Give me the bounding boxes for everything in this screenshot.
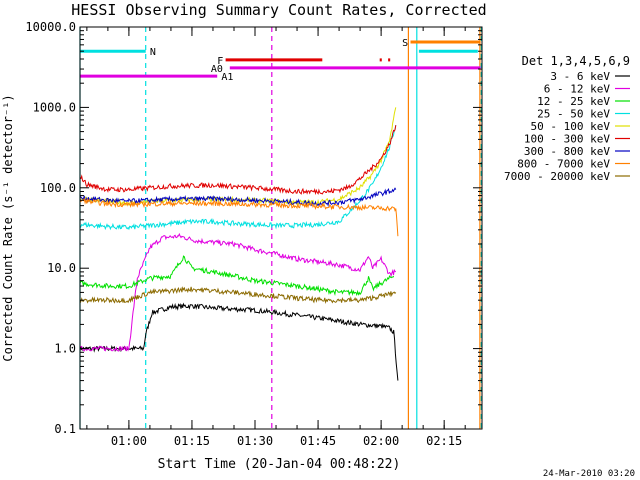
x-tick-label-2: 01:30: [237, 434, 273, 448]
legend-label-3: 25 - 50 keV: [537, 108, 610, 121]
y-tick-label-4: 1000.0: [33, 100, 76, 114]
series-line-7: [80, 197, 399, 237]
legend-label-7: 800 - 7000 keV: [517, 158, 610, 171]
flag-label-F: F: [217, 56, 223, 67]
legend-label-4: 50 - 100 keV: [531, 120, 611, 133]
series-line-3: [80, 125, 397, 231]
legend-label-6: 300 - 800 keV: [524, 145, 610, 158]
flag-label-A1: A1: [221, 72, 233, 83]
x-tick-label-5: 02:15: [426, 434, 462, 448]
x-tick-label-3: 01:45: [300, 434, 336, 448]
plot-frame: [79, 26, 483, 430]
x-tick-label-1: 01:15: [174, 434, 210, 448]
legend-title: Det 1,3,4,5,6,9: [522, 54, 630, 68]
flag-label-N: N: [150, 47, 156, 58]
series-line-2: [80, 255, 395, 297]
axes-layer: 0.1 1.0 10.0 100.0 1000.0 10000.0 01:00 01:15 01…: [25, 20, 482, 448]
y-tick-label-0: 0.1: [54, 422, 76, 436]
y-tick-label-3: 100.0: [40, 181, 76, 195]
legend-label-1: 6 - 12 keV: [544, 83, 611, 96]
chart-title: HESSI Observing Summary Count Rates, Cor…: [71, 1, 486, 19]
series-line-1: [80, 232, 397, 352]
flag-label-S: S: [402, 38, 408, 49]
legend-label-0: 3 - 6 keV: [550, 70, 610, 83]
x-tick-label-4: 02:00: [363, 434, 399, 448]
series-line-0: [80, 302, 399, 381]
footer-timestamp: 24-Mar-2010 03:20: [543, 469, 635, 479]
y-tick-label-5: 10000.0: [25, 20, 76, 34]
legend-label-2: 12 - 25 keV: [537, 95, 610, 108]
y-axis-label: Corrected Count Rate (s⁻¹ detector⁻¹): [1, 94, 15, 361]
y-tick-label-2: 10.0: [47, 261, 76, 275]
legend-label-8: 7000 - 20000 keV: [504, 170, 610, 183]
x-axis-label: Start Time (20-Jan-04 00:48:22): [158, 457, 401, 472]
series-layer: [80, 107, 399, 381]
series-line-6: [80, 187, 397, 207]
series-line-5: [80, 125, 397, 196]
legend-label-5: 100 - 300 keV: [524, 133, 610, 146]
y-tick-label-1: 1.0: [54, 342, 76, 356]
x-tick-label-0: 01:00: [111, 434, 147, 448]
series-line-8: [80, 286, 397, 305]
flag-label-A0: A0: [211, 64, 223, 75]
